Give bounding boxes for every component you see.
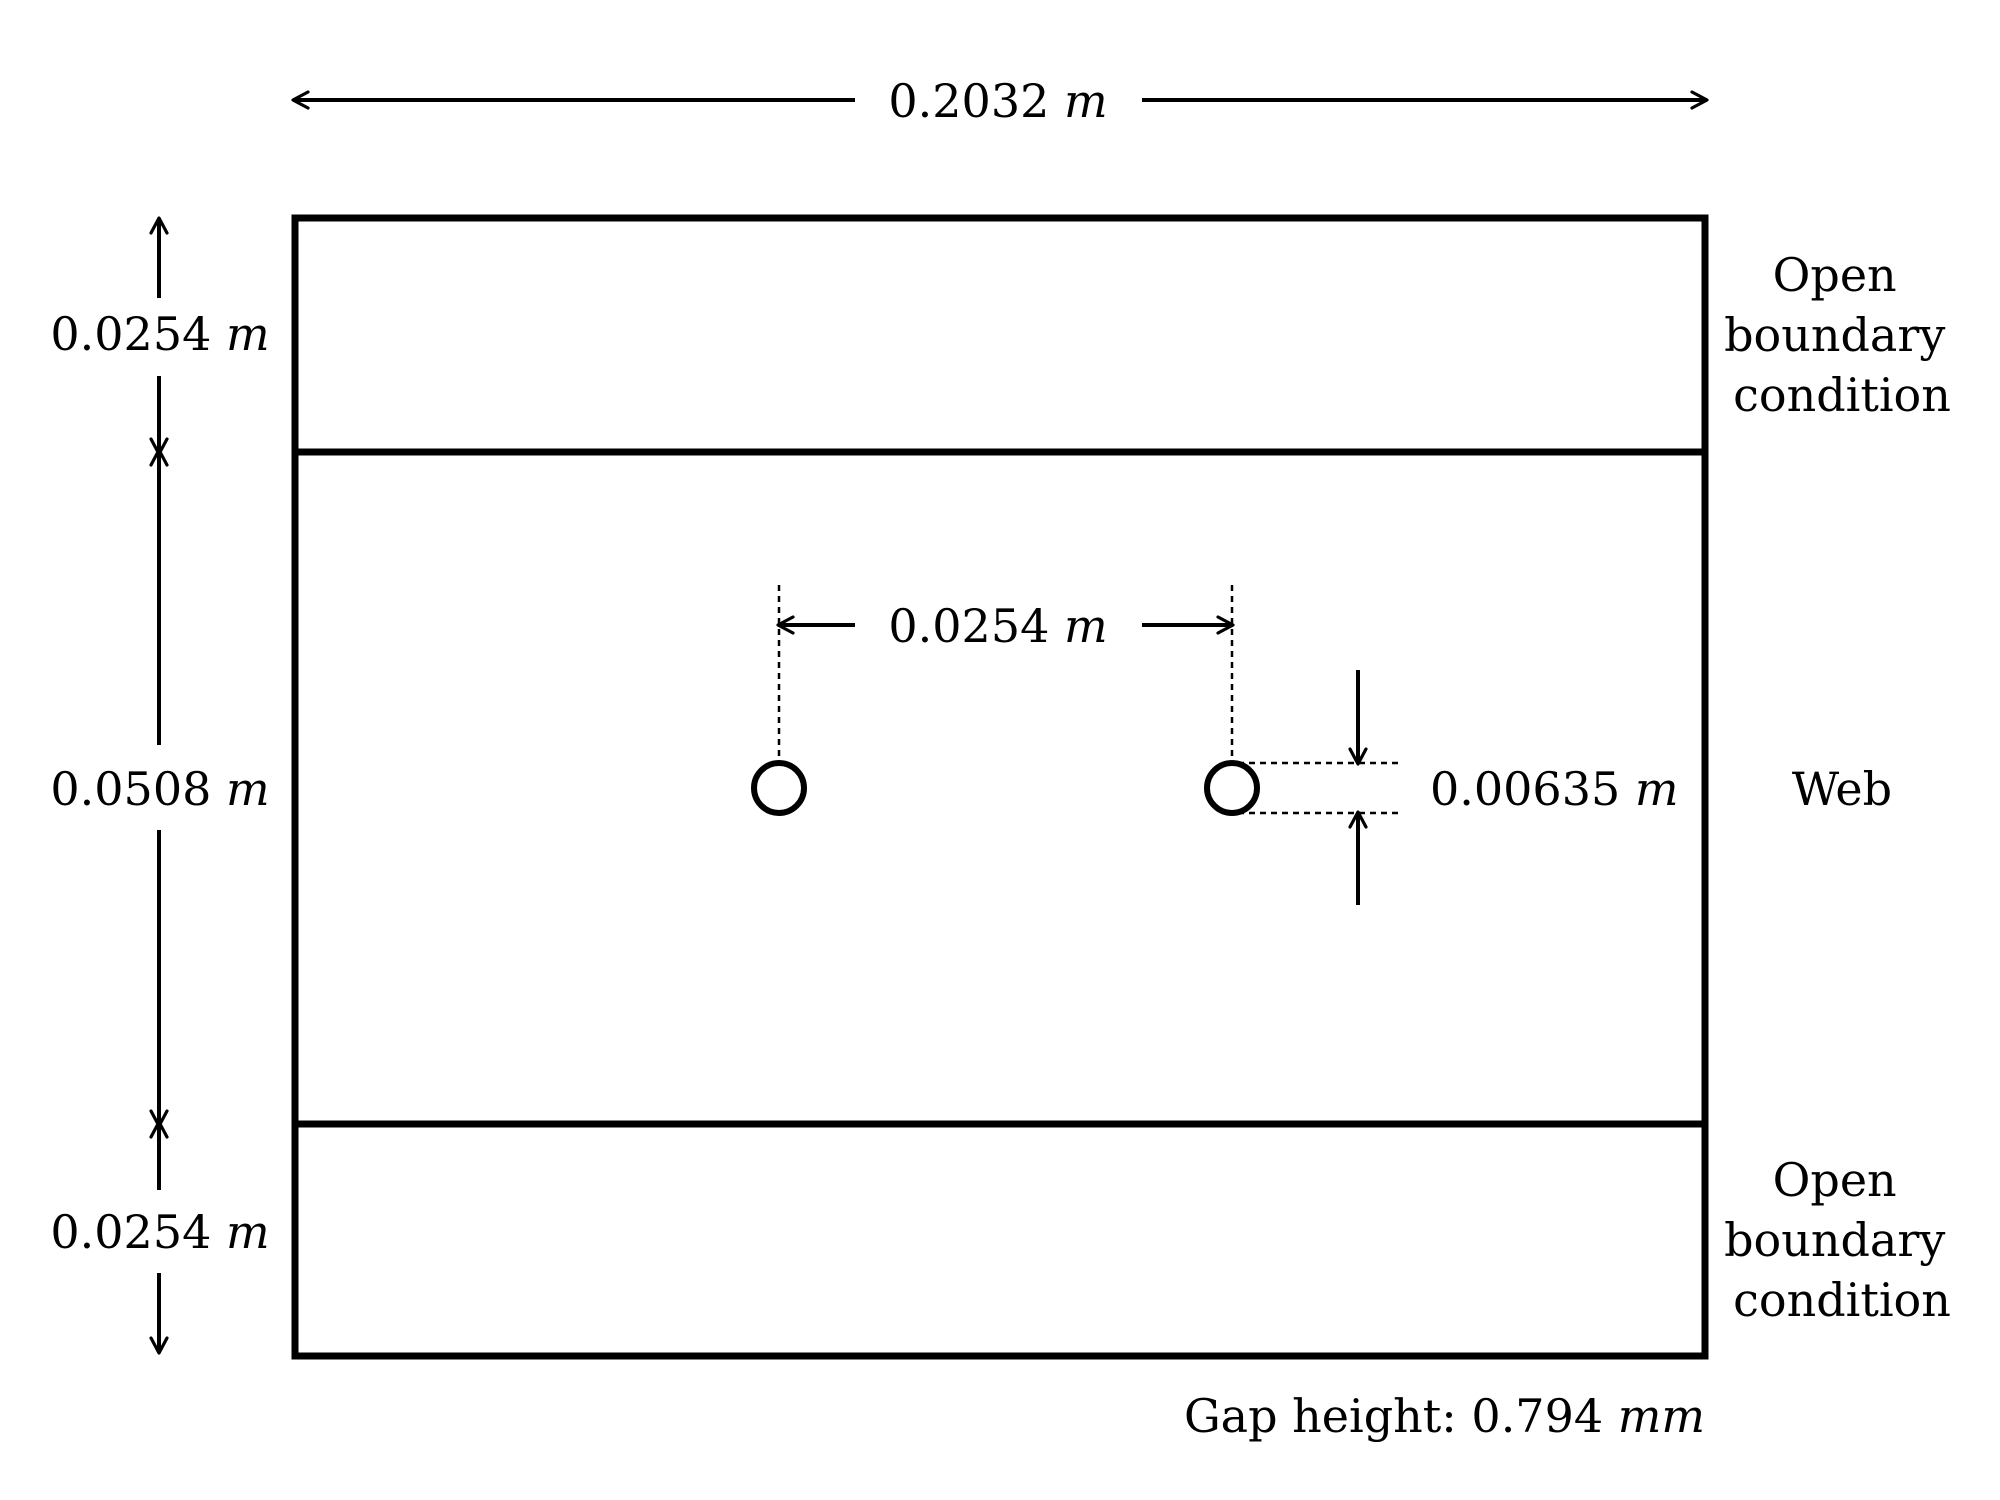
top-region-height-label: 0.0254 m [50,307,269,361]
top-region-name: Open boundary condition [1724,248,1960,422]
web-region-height-dimension: 0.0508 m [50,448,270,1128]
gap-height-note: Gap height: 0.794 mm [1184,1389,1705,1443]
domain-outline [291,214,1709,1360]
hole-diameter-label: 0.00635 m [1430,762,1678,816]
web-region-height-label: 0.0508 m [50,762,269,816]
hole-right [1204,760,1260,816]
hole-spacing-label: 0.0254 m [888,599,1107,653]
bottom-region-height-label: 0.0254 m [50,1205,269,1259]
bottom-region-name: Open boundary condition [1724,1153,1960,1327]
bottom-region-height-dimension: 0.0254 m [50,1120,270,1355]
width-dimension-label: 0.2032 m [888,74,1107,128]
width-dimension: 0.2032 m [291,74,1709,128]
top-region-height-dimension: 0.0254 m [50,216,270,456]
hole-spacing-dimension: 0.0254 m [776,585,1235,763]
hole-left [751,760,807,816]
web-region-name: Web [1792,762,1892,816]
hole-diameter-dimension: 0.00635 m [1238,670,1678,905]
